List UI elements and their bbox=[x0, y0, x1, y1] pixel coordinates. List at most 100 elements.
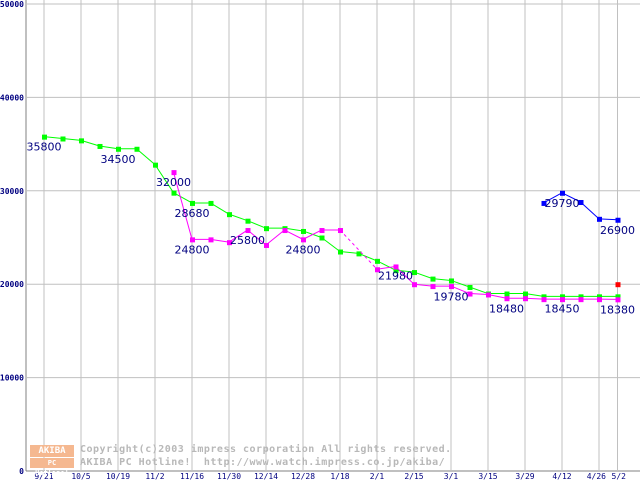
series-magenta-point bbox=[578, 297, 584, 303]
series-green-point bbox=[560, 294, 565, 300]
series-blue-segment bbox=[580, 201, 600, 220]
series-green-segment bbox=[80, 139, 100, 147]
data-label: 24800 bbox=[175, 243, 210, 256]
series-magenta-point bbox=[449, 284, 454, 290]
data-label: 21980 bbox=[378, 270, 413, 283]
series-green-segment bbox=[450, 279, 470, 288]
y-tick-label: 50000 bbox=[0, 0, 24, 9]
series-magenta-point bbox=[486, 292, 491, 298]
series-green-point bbox=[60, 136, 66, 142]
series-magenta-segment bbox=[247, 229, 267, 246]
series-green-point bbox=[615, 294, 621, 300]
x-tick-label: 9/21 bbox=[34, 472, 53, 480]
series-green-segment bbox=[43, 136, 63, 139]
series-green-segment bbox=[136, 148, 156, 166]
data-label: 18450 bbox=[545, 303, 580, 316]
series-magenta-segment bbox=[284, 229, 304, 240]
series-magenta-point bbox=[560, 297, 565, 303]
series-green-point bbox=[578, 294, 584, 300]
series-magenta-segment bbox=[524, 297, 544, 300]
series-magenta-segment bbox=[376, 265, 396, 270]
series-green-point bbox=[301, 228, 306, 234]
series-blue-segment bbox=[598, 218, 618, 221]
series-green-segment bbox=[358, 252, 378, 262]
series-green-point bbox=[245, 218, 251, 224]
series-green-point bbox=[430, 276, 436, 282]
series-green-point bbox=[393, 268, 399, 274]
series-green-point bbox=[338, 249, 343, 255]
x-tick-label: 11/2 bbox=[145, 472, 164, 480]
series-magenta-point bbox=[523, 296, 528, 302]
series-green-point bbox=[97, 143, 103, 149]
series-green-point bbox=[153, 162, 158, 168]
series-magenta-point bbox=[282, 228, 288, 234]
series-magenta-segment bbox=[487, 293, 507, 299]
x-tick-label: 11/16 bbox=[180, 472, 204, 480]
series-green-segment bbox=[321, 237, 341, 252]
series-magenta-point bbox=[171, 170, 177, 176]
series-green-segment bbox=[413, 271, 433, 280]
x-tick-label: 4/26 bbox=[587, 472, 606, 480]
data-label: 28680 bbox=[175, 207, 210, 220]
series-magenta-segment bbox=[450, 285, 470, 295]
series-green-segment bbox=[99, 145, 119, 150]
series-red-point bbox=[615, 282, 621, 288]
series-magenta-segment bbox=[339, 229, 378, 270]
series-magenta-point bbox=[319, 228, 325, 234]
logo-pc-hotline: PC Hotline! bbox=[30, 458, 74, 477]
series-magenta-segment bbox=[265, 229, 285, 246]
series-green-segment bbox=[284, 227, 304, 232]
series-magenta-point bbox=[467, 291, 473, 297]
url-watermark: AKIBA PC Hotline! http://www.watch.impre… bbox=[80, 457, 446, 468]
series-magenta-point bbox=[615, 297, 621, 303]
series-green-point bbox=[356, 251, 362, 257]
series-green-segment bbox=[154, 164, 174, 193]
series-magenta-point bbox=[430, 284, 436, 290]
series-green-point bbox=[190, 200, 195, 206]
series-green-segment bbox=[524, 293, 544, 297]
x-tick-label: 11/30 bbox=[217, 472, 241, 480]
data-label: 19780 bbox=[434, 290, 469, 303]
series-magenta-point bbox=[227, 240, 232, 246]
series-green-segment bbox=[210, 202, 230, 215]
data-label: 29790 bbox=[545, 197, 580, 210]
series-magenta-point bbox=[541, 297, 547, 303]
series-magenta-point bbox=[190, 237, 195, 243]
series-blue-point bbox=[597, 216, 602, 222]
series-green-point bbox=[79, 138, 84, 144]
series-magenta-segment bbox=[210, 238, 230, 243]
x-tick-label: 12/28 bbox=[291, 472, 315, 480]
series-magenta-segment bbox=[228, 229, 248, 243]
data-label: 35800 bbox=[27, 141, 62, 154]
data-label: 25800 bbox=[230, 234, 265, 247]
x-tick-label: 4/12 bbox=[552, 472, 571, 480]
series-green-segment bbox=[395, 269, 415, 273]
series-magenta-point bbox=[245, 228, 251, 234]
x-tick-label: 12/14 bbox=[254, 472, 278, 480]
series-magenta-segment bbox=[413, 283, 433, 287]
y-tick-label: 20000 bbox=[0, 280, 24, 289]
y-tick-label: 10000 bbox=[0, 374, 24, 383]
series-green-segment bbox=[376, 260, 396, 271]
series-green-segment bbox=[469, 286, 489, 295]
series-magenta-point bbox=[301, 237, 306, 243]
series-magenta-point bbox=[264, 242, 269, 248]
x-tick-label: 5/2 bbox=[612, 472, 627, 480]
y-tick-label: 40000 bbox=[0, 93, 24, 102]
series-green-point bbox=[504, 291, 510, 297]
series-magenta-segment bbox=[395, 266, 415, 285]
series-blue-segment bbox=[561, 192, 581, 203]
series-magenta-point bbox=[393, 264, 399, 270]
x-tick-label: 2/1 bbox=[370, 472, 385, 480]
series-green-point bbox=[375, 258, 380, 264]
series-blue-point bbox=[560, 190, 565, 196]
data-label: 18480 bbox=[489, 302, 524, 315]
x-tick-label: 10/19 bbox=[106, 472, 130, 480]
series-magenta-point bbox=[597, 297, 602, 303]
x-tick-label: 3/29 bbox=[515, 472, 534, 480]
y-tick-label: 0 bbox=[19, 467, 24, 476]
y-tick-label: 30000 bbox=[0, 187, 24, 196]
x-tick-label: 3/1 bbox=[444, 472, 459, 480]
series-magenta-point bbox=[208, 237, 214, 243]
